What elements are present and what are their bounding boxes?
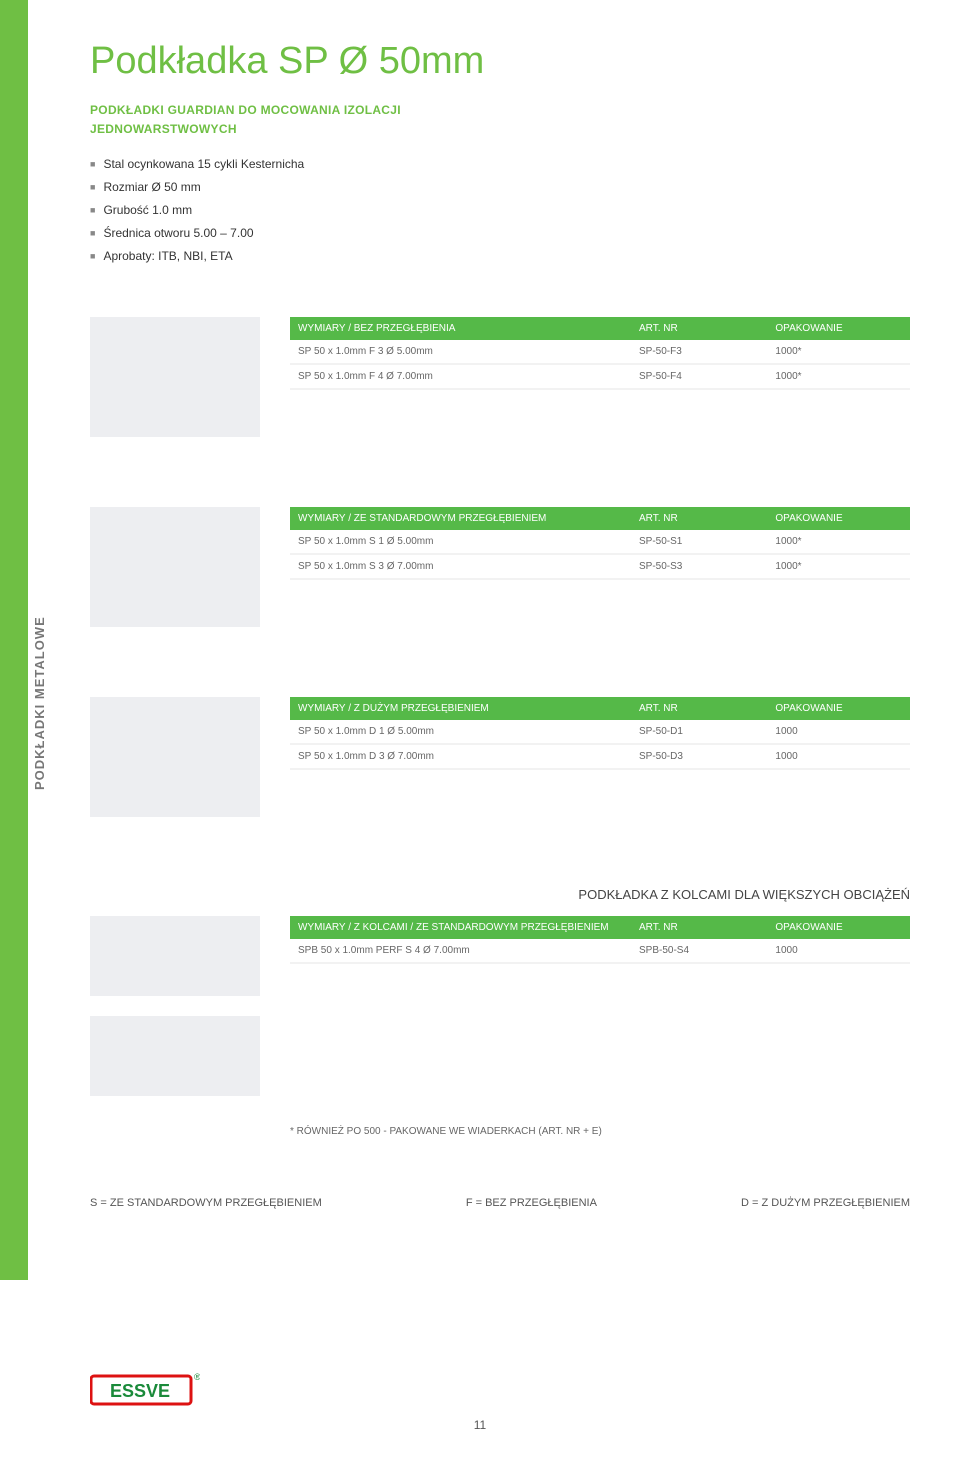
spec-table-2: WYMIARY / ZE STANDARDOWYM PRZEGŁĘBIENIEM… <box>290 507 910 580</box>
svg-text:®: ® <box>194 1372 200 1382</box>
bullet-item: Stal ocynkowana 15 cykli Kesternicha <box>90 153 910 176</box>
section-table-3: WYMIARY / Z DUŻYM PRZEGŁĘBIENIEM ART. NR… <box>90 697 910 817</box>
col-header-artnr: ART. NR <box>631 317 767 340</box>
table-row: SP 50 x 1.0mm S 3 Ø 7.00mm SP-50-S3 1000… <box>290 554 910 579</box>
cell-artnr: SP-50-F3 <box>631 340 767 364</box>
cell-dimensions: SP 50 x 1.0mm S 1 Ø 5.00mm <box>290 530 631 554</box>
legend-s: S = ZE STANDARDOWYM PRZEGŁĘBIENIEM <box>90 1197 322 1209</box>
cell-packaging: 1000 <box>767 744 910 769</box>
cell-dimensions: SP 50 x 1.0mm F 3 Ø 5.00mm <box>290 340 631 364</box>
cell-packaging: 1000 <box>767 720 910 744</box>
cell-packaging: 1000* <box>767 554 910 579</box>
col-header-packaging: OPAKOWANIE <box>767 507 910 530</box>
feature-bullets: Stal ocynkowana 15 cykli Kesternicha Roz… <box>90 153 910 267</box>
col-header-dimensions: WYMIARY / Z DUŻYM PRZEGŁĘBIENIEM <box>290 697 631 720</box>
product-image-placeholder <box>90 507 260 627</box>
cell-artnr: SP-50-F4 <box>631 364 767 389</box>
bullet-item: Rozmiar Ø 50 mm <box>90 176 910 199</box>
spec-table-1: WYMIARY / BEZ PRZEGŁĘBIENIA ART. NR OPAK… <box>290 317 910 390</box>
table-header-row: WYMIARY / Z DUŻYM PRZEGŁĘBIENIEM ART. NR… <box>290 697 910 720</box>
section-footnote-image <box>90 1016 910 1096</box>
table-row: SP 50 x 1.0mm F 4 Ø 7.00mm SP-50-F4 1000… <box>290 364 910 389</box>
bullet-item: Grubość 1.0 mm <box>90 199 910 222</box>
table-row: SP 50 x 1.0mm D 1 Ø 5.00mm SP-50-D1 1000 <box>290 720 910 744</box>
table-header-row: WYMIARY / ZE STANDARDOWYM PRZEGŁĘBIENIEM… <box>290 507 910 530</box>
cell-packaging: 1000* <box>767 364 910 389</box>
product-image-placeholder <box>90 697 260 817</box>
page-content: Podkładka SP Ø 50mm PODKŁADKI GUARDIAN D… <box>90 40 910 1209</box>
spec-table-4: WYMIARY / Z KOLCAMI / ZE STANDARDOWYM PR… <box>290 916 910 964</box>
cell-artnr: SP-50-D1 <box>631 720 767 744</box>
col-header-packaging: OPAKOWANIE <box>767 317 910 340</box>
table-row: SPB 50 x 1.0mm PERF S 4 Ø 7.00mm SPB-50-… <box>290 939 910 963</box>
cell-artnr: SP-50-S1 <box>631 530 767 554</box>
section-table-2: WYMIARY / ZE STANDARDOWYM PRZEGŁĘBIENIEM… <box>90 507 910 627</box>
col-header-dimensions: WYMIARY / ZE STANDARDOWYM PRZEGŁĘBIENIEM <box>290 507 631 530</box>
page-number: 11 <box>474 1418 486 1432</box>
table-row: SP 50 x 1.0mm S 1 Ø 5.00mm SP-50-S1 1000… <box>290 530 910 554</box>
cell-artnr: SPB-50-S4 <box>631 939 767 963</box>
section-table-1: WYMIARY / BEZ PRZEGŁĘBIENIA ART. NR OPAK… <box>90 317 910 437</box>
product-image-placeholder <box>90 317 260 437</box>
col-header-artnr: ART. NR <box>631 697 767 720</box>
col-header-dimensions: WYMIARY / BEZ PRZEGŁĘBIENIA <box>290 317 631 340</box>
cell-packaging: 1000* <box>767 530 910 554</box>
cell-dimensions: SPB 50 x 1.0mm PERF S 4 Ø 7.00mm <box>290 939 631 963</box>
col-header-artnr: ART. NR <box>631 916 767 939</box>
legend-f: F = BEZ PRZEGŁĘBIENIA <box>466 1197 597 1209</box>
col-header-packaging: OPAKOWANIE <box>767 697 910 720</box>
legend-row: S = ZE STANDARDOWYM PRZEGŁĘBIENIEM F = B… <box>90 1197 910 1209</box>
product-image-placeholder <box>90 1016 260 1096</box>
product-image-placeholder <box>90 916 260 996</box>
bullet-item: Średnica otworu 5.00 – 7.00 <box>90 222 910 245</box>
col-header-packaging: OPAKOWANIE <box>767 916 910 939</box>
col-header-dimensions: WYMIARY / Z KOLCAMI / ZE STANDARDOWYM PR… <box>290 916 631 939</box>
brand-logo: ESSVE ® <box>90 1370 200 1410</box>
cell-artnr: SP-50-S3 <box>631 554 767 579</box>
subtitle-line-1: PODKŁADKI GUARDIAN DO MOCOWANIA IZOLACJI <box>90 103 401 117</box>
cell-dimensions: SP 50 x 1.0mm D 3 Ø 7.00mm <box>290 744 631 769</box>
cell-packaging: 1000 <box>767 939 910 963</box>
col-header-artnr: ART. NR <box>631 507 767 530</box>
subtitle-line-2: JEDNOWARSTWOWYCH <box>90 122 237 136</box>
side-accent-bar <box>0 0 28 1280</box>
cell-artnr: SP-50-D3 <box>631 744 767 769</box>
cell-packaging: 1000* <box>767 340 910 364</box>
cell-dimensions: SP 50 x 1.0mm S 3 Ø 7.00mm <box>290 554 631 579</box>
logo-text: ESSVE <box>110 1381 170 1401</box>
section-table-4: WYMIARY / Z KOLCAMI / ZE STANDARDOWYM PR… <box>90 916 910 996</box>
legend-d: D = Z DUŻYM PRZEGŁĘBIENIEM <box>741 1197 910 1209</box>
sidebar-category-label: PODKŁADKI METALOWE <box>32 616 47 790</box>
bullet-item: Aprobaty: ITB, NBI, ETA <box>90 245 910 268</box>
section-heading-spikes: PODKŁADKA Z KOLCAMI DLA WIĘKSZYCH OBCIĄŻ… <box>90 887 910 902</box>
cell-dimensions: SP 50 x 1.0mm D 1 Ø 5.00mm <box>290 720 631 744</box>
footnote: * RÓWNIEŻ PO 500 - PAKOWANE WE WIADERKAC… <box>290 1126 910 1137</box>
cell-dimensions: SP 50 x 1.0mm F 4 Ø 7.00mm <box>290 364 631 389</box>
subtitle: PODKŁADKI GUARDIAN DO MOCOWANIA IZOLACJI… <box>90 101 910 139</box>
table-header-row: WYMIARY / BEZ PRZEGŁĘBIENIA ART. NR OPAK… <box>290 317 910 340</box>
table-row: SP 50 x 1.0mm F 3 Ø 5.00mm SP-50-F3 1000… <box>290 340 910 364</box>
spec-table-3: WYMIARY / Z DUŻYM PRZEGŁĘBIENIEM ART. NR… <box>290 697 910 770</box>
page-title: Podkładka SP Ø 50mm <box>90 40 910 83</box>
table-row: SP 50 x 1.0mm D 3 Ø 7.00mm SP-50-D3 1000 <box>290 744 910 769</box>
table-header-row: WYMIARY / Z KOLCAMI / ZE STANDARDOWYM PR… <box>290 916 910 939</box>
